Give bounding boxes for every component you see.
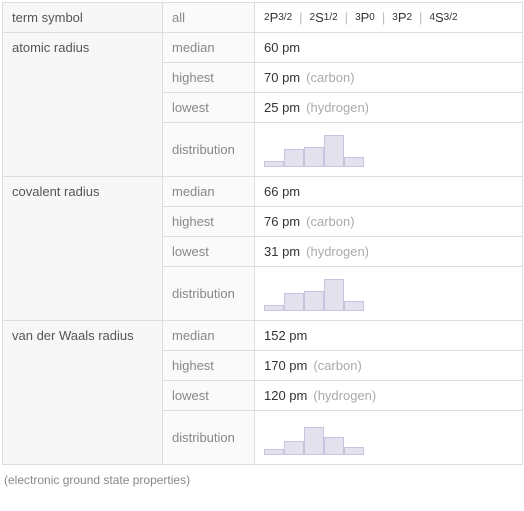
value-cell: 76 pm (carbon) xyxy=(255,207,523,237)
table-row: highest 70 pm (carbon) xyxy=(163,63,523,93)
row-label: distribution xyxy=(163,123,255,177)
row-label: lowest xyxy=(163,381,255,411)
table-group: covalent radiusmedian 66 pm highest 76 pm (c… xyxy=(3,177,523,321)
value-cell xyxy=(255,411,523,465)
value-text: 25 pm xyxy=(264,100,300,115)
histogram-bar xyxy=(344,157,364,167)
value-note: (carbon) xyxy=(306,214,354,229)
table-row: distribution xyxy=(163,411,523,465)
histogram-bar xyxy=(284,149,304,167)
histogram-bar xyxy=(264,161,284,167)
table-group: van der Waals radiusmedian152 pmhighest1… xyxy=(3,321,523,465)
histogram-bar xyxy=(324,437,344,455)
value-cell: 120 pm (hydrogen) xyxy=(255,381,523,411)
table-row: median 66 pm xyxy=(163,177,523,207)
table-row: lowest 31 pm (hydrogen) xyxy=(163,237,523,267)
row-label: distribution xyxy=(163,411,255,465)
table-group: atomic radiusmedian 60 pm highest 70 pm (car… xyxy=(3,33,523,177)
value-note: (hydrogen) xyxy=(313,388,376,403)
value-note: (carbon) xyxy=(313,358,361,373)
group-label: covalent radius xyxy=(3,177,163,321)
value-cell: 70 pm (carbon) xyxy=(255,63,523,93)
row-label: highest xyxy=(163,351,255,381)
properties-table: term symbolall2P3/2|2S1/2|3P0|3P2|4S3/2a… xyxy=(2,2,523,465)
table-row: median 152 pm xyxy=(163,321,523,351)
group-label: van der Waals radius xyxy=(3,321,163,465)
value-text: 152 pm xyxy=(264,328,307,343)
value-text: 66 pm xyxy=(264,184,300,199)
row-label: distribution xyxy=(163,267,255,321)
table-row: term symbolall2P3/2|2S1/2|3P0|3P2|4S3/2 xyxy=(3,3,523,33)
histogram-bar xyxy=(264,305,284,311)
row-label: highest xyxy=(163,207,255,237)
row-label: median xyxy=(163,321,255,351)
value-cell xyxy=(255,123,523,177)
group-label: atomic radius xyxy=(3,33,163,177)
table-row: highest 170 pm (carbon) xyxy=(163,351,523,381)
value-cell: 170 pm (carbon) xyxy=(255,351,523,381)
value-cell: 60 pm xyxy=(255,33,523,63)
histogram-bar xyxy=(284,441,304,455)
value-text: 70 pm xyxy=(264,70,300,85)
value-text: 31 pm xyxy=(264,244,300,259)
histogram-bar xyxy=(324,279,344,311)
histogram-bar xyxy=(264,449,284,455)
row-label: highest xyxy=(163,63,255,93)
histogram-bar xyxy=(304,147,324,167)
distribution-histogram xyxy=(264,133,364,167)
row-label: all xyxy=(163,3,255,33)
table-row: highest 76 pm (carbon) xyxy=(163,207,523,237)
histogram-bar xyxy=(304,427,324,455)
distribution-histogram xyxy=(264,421,364,455)
caption: (electronic ground state properties) xyxy=(0,467,524,493)
row-label: median xyxy=(163,177,255,207)
value-cell: 31 pm (hydrogen) xyxy=(255,237,523,267)
value-cell: 152 pm xyxy=(255,321,523,351)
value-cell: 25 pm (hydrogen) xyxy=(255,93,523,123)
value-text: 170 pm xyxy=(264,358,307,373)
table-row: median 60 pm xyxy=(163,33,523,63)
value-note: (carbon) xyxy=(306,70,354,85)
row-label: median xyxy=(163,33,255,63)
value-note: (hydrogen) xyxy=(306,244,369,259)
value-note: (hydrogen) xyxy=(306,100,369,115)
row-label: lowest xyxy=(163,93,255,123)
value-text: 76 pm xyxy=(264,214,300,229)
histogram-bar xyxy=(304,291,324,311)
histogram-bar xyxy=(344,301,364,311)
value-text: 120 pm xyxy=(264,388,307,403)
distribution-histogram xyxy=(264,277,364,311)
table-row: lowest 25 pm (hydrogen) xyxy=(163,93,523,123)
value-cell: 66 pm xyxy=(255,177,523,207)
histogram-bar xyxy=(284,293,304,311)
table-row: distribution xyxy=(163,267,523,321)
group-label: term symbol xyxy=(3,3,163,33)
histogram-bar xyxy=(324,135,344,167)
value-cell: 2P3/2|2S1/2|3P0|3P2|4S3/2 xyxy=(255,3,523,33)
value-cell xyxy=(255,267,523,321)
table-row: lowest 120 pm (hydrogen) xyxy=(163,381,523,411)
row-label: lowest xyxy=(163,237,255,267)
table-row: distribution xyxy=(163,123,523,177)
value-text: 60 pm xyxy=(264,40,300,55)
histogram-bar xyxy=(344,447,364,455)
